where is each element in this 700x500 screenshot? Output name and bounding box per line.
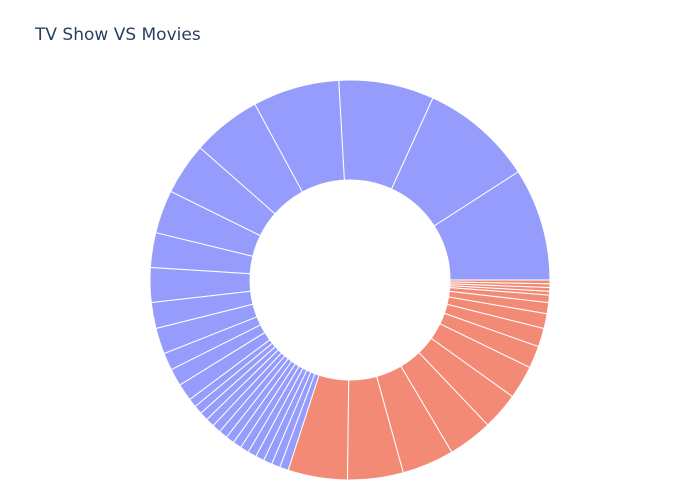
outer-slice [449, 279, 551, 285]
chart-title: TV Show VS Movies [34, 25, 201, 45]
